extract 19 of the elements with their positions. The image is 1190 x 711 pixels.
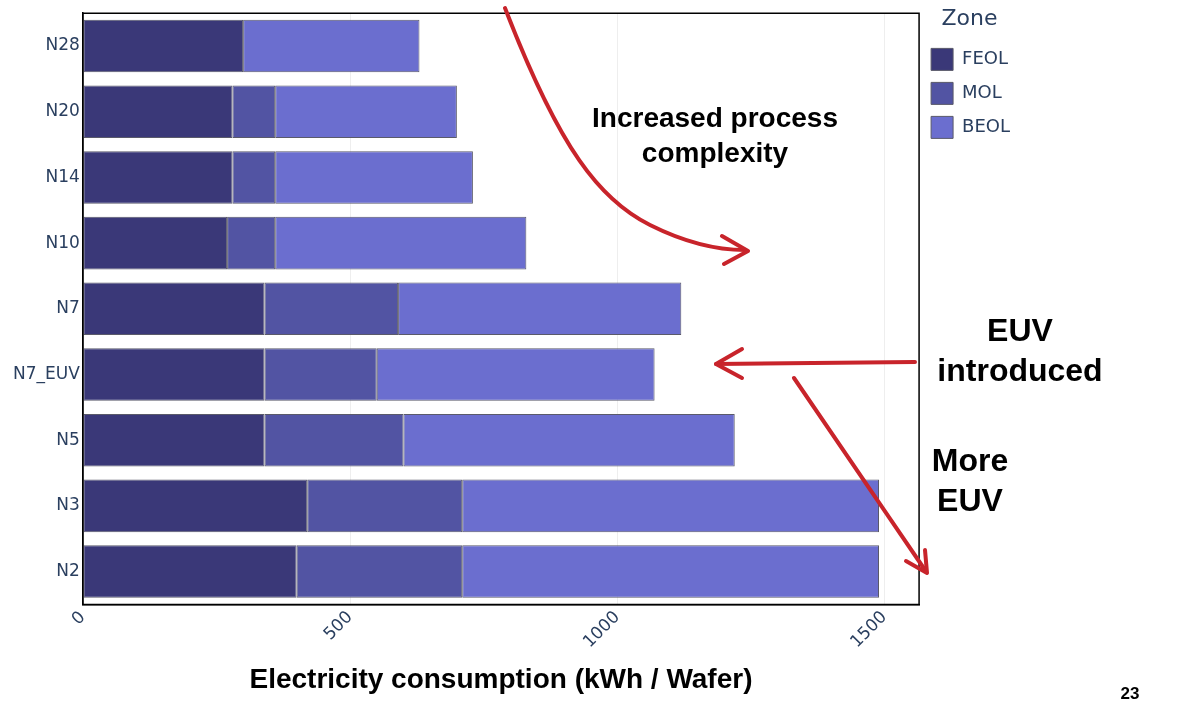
legend-title: Zone [941,4,998,30]
text: 23 [1119,683,1141,705]
y-tick-label: N20 [45,100,80,121]
annotation: Increased process complexity [591,101,839,170]
y-tick-label: N7_EUV [12,362,81,384]
text: EUV introduced [936,311,1104,390]
y-tick-label: N2 [56,559,80,580]
y-tick-label: N3 [56,494,80,515]
y-tick-label: N5 [56,428,80,449]
y-tick-label: N14 [45,165,80,186]
legend-label: MOL [962,81,1002,103]
y-tick-label: N28 [45,34,80,55]
text: More EUV [930,441,1010,520]
legend-label: BEOL [962,115,1010,137]
legend-label: FEOL [962,47,1009,69]
x-axis-title: Electricity consumption (kWh / Wafer) [249,662,753,694]
x-tick-label: 0 [67,606,89,629]
y-tick-label: N7 [56,297,80,318]
y-tick-label: N10 [45,231,80,252]
